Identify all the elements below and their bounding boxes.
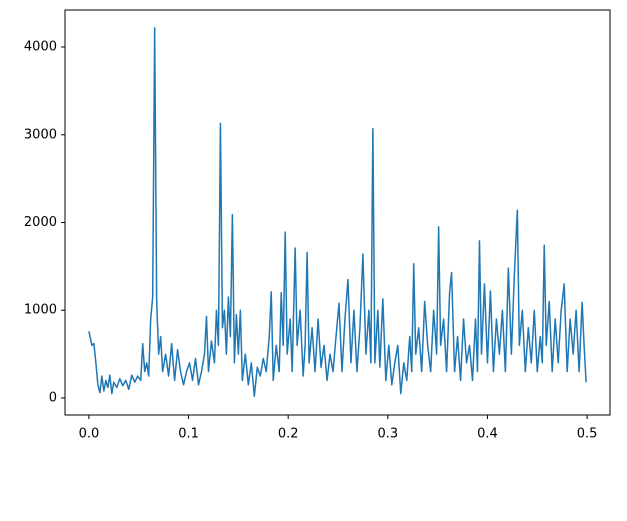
y-tick-label: 1000 bbox=[24, 303, 57, 318]
x-tick-label: 0.2 bbox=[278, 427, 299, 442]
x-tick-label: 0.1 bbox=[178, 427, 199, 442]
x-tick-label: 0.3 bbox=[377, 427, 398, 442]
y-tick-label: 3000 bbox=[24, 127, 57, 142]
x-tick-label: 0.0 bbox=[79, 427, 100, 442]
y-tick-label: 0 bbox=[49, 390, 57, 405]
axes-frame bbox=[64, 9, 611, 416]
x-tick-label: 0.4 bbox=[477, 427, 498, 442]
y-tick-label: 4000 bbox=[24, 40, 57, 55]
y-tick-label: 2000 bbox=[24, 215, 57, 230]
x-tick-label: 0.5 bbox=[577, 427, 598, 442]
data-line bbox=[88, 26, 587, 397]
